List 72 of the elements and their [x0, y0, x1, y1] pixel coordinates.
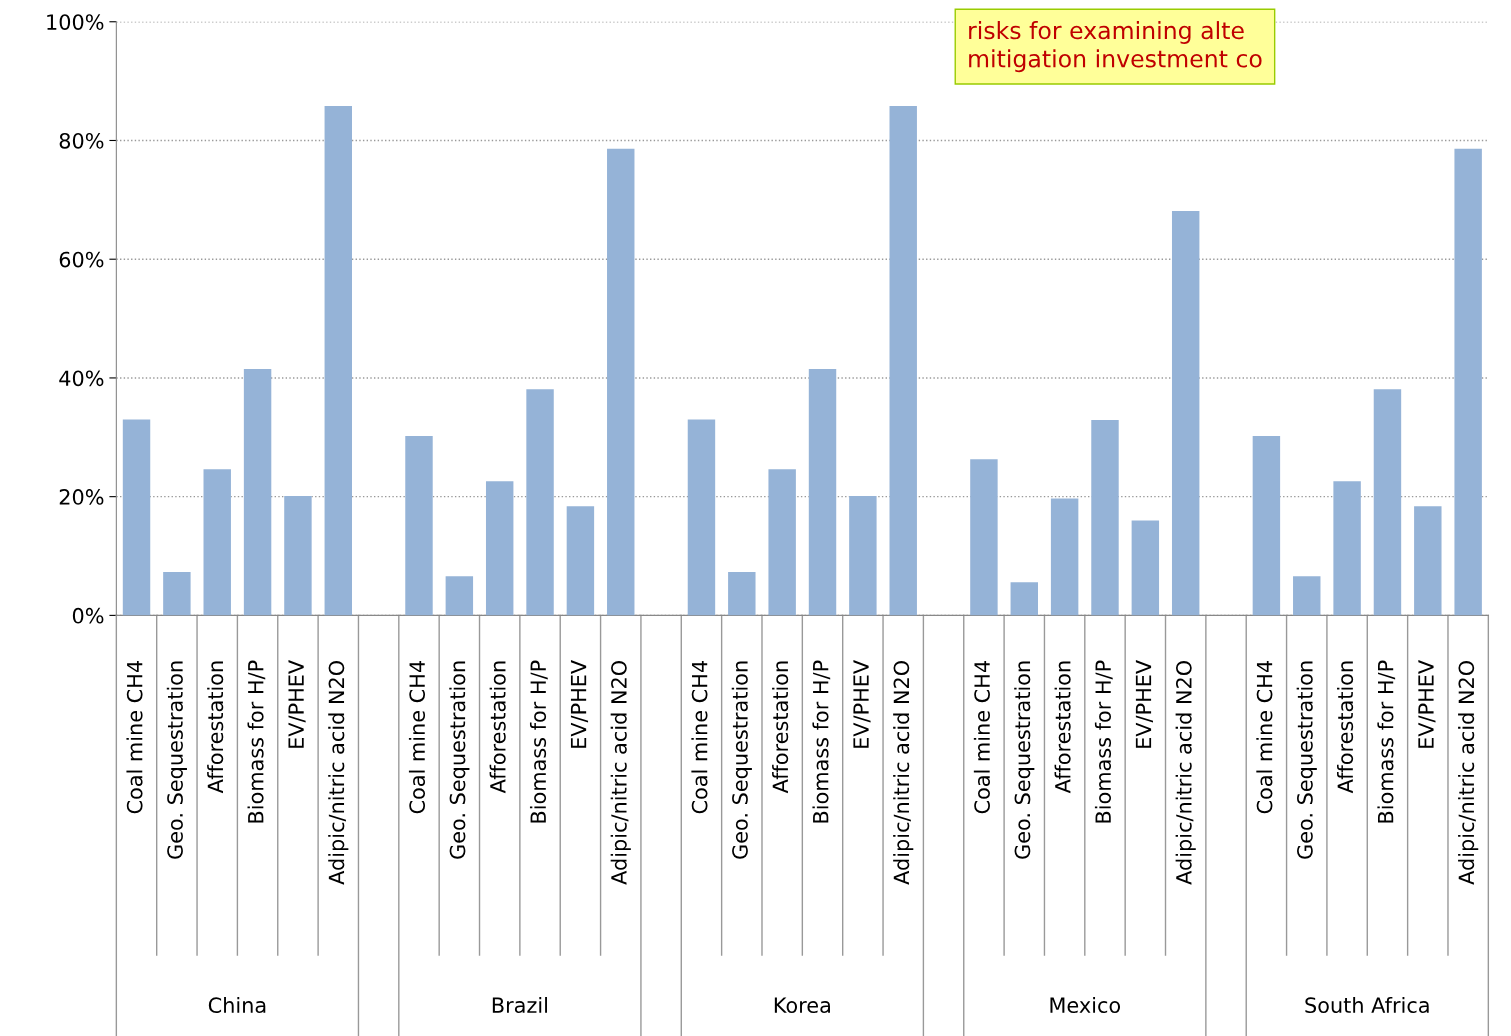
bar	[1171, 211, 1200, 616]
x-tick-label: Adipic/nitric acid N2O	[893, 661, 914, 885]
bar	[243, 369, 272, 616]
bar	[1050, 498, 1079, 616]
bar	[849, 496, 877, 616]
bar	[768, 469, 796, 616]
annotation: risks for examining alte mitigation investment co	[969, 21, 1262, 73]
bar	[607, 148, 635, 616]
x-tick-label: Afforestation	[489, 661, 506, 794]
y-tick-label: 60%	[59, 251, 104, 268]
x-tick-label: Adipic/nitric acid N2O	[610, 661, 631, 885]
bar	[1010, 582, 1038, 616]
bar	[1414, 506, 1442, 616]
bar	[445, 576, 474, 616]
x-tick-label: Afforestation	[1054, 661, 1071, 794]
x-tick-label: EV/PHEV	[570, 660, 589, 748]
x-tick-label: Coal mine CH4	[1256, 661, 1273, 814]
text: South Africa	[1305, 996, 1429, 1014]
bar	[163, 572, 191, 616]
bar	[1293, 576, 1321, 616]
bar	[889, 106, 917, 616]
x-tick-label: Geo. Sequestration	[166, 661, 187, 859]
x-tick-label: Afforestation	[207, 661, 224, 794]
bar	[485, 481, 514, 616]
y-tick-label: 80%	[59, 132, 104, 149]
x-tick-label: Coal mine CH4	[408, 661, 426, 814]
bar	[122, 419, 151, 616]
bar	[1131, 520, 1160, 616]
x-tick-label: EV/PHEV	[288, 660, 306, 748]
bar	[284, 496, 312, 616]
text: Korea	[774, 997, 830, 1014]
x-tick-label: Biomass for H/P	[247, 660, 266, 823]
bar	[808, 369, 837, 616]
bar	[1091, 420, 1119, 616]
x-tick-label: Geo. Sequestration	[731, 661, 752, 859]
y-tick-label: 20%	[59, 489, 104, 505]
bar	[526, 389, 554, 616]
x-tick-label: EV/PHEV	[853, 660, 871, 748]
bar	[1373, 389, 1402, 616]
bar	[566, 506, 595, 616]
x-tick-label: Biomass for H/P	[1094, 660, 1113, 823]
x-tick-label: Coal mine CH4	[126, 661, 143, 814]
y-tick-label: 0%	[72, 607, 104, 624]
x-tick-label: Coal mine CH4	[973, 661, 990, 814]
x-tick-label: EV/PHEV	[1418, 660, 1436, 748]
x-tick-label: Adipic/nitric acid N2O	[1458, 661, 1479, 885]
bar	[687, 419, 716, 616]
bar	[405, 436, 433, 616]
bar	[324, 106, 353, 616]
bar	[728, 572, 756, 616]
x-tick-label: Biomass for H/P	[812, 660, 831, 823]
x-tick-label: Geo. Sequestration	[1014, 661, 1035, 859]
x-tick-label: Geo. Sequestration	[449, 661, 470, 859]
x-tick-label: Afforestation	[1337, 661, 1354, 794]
x-tick-label: Adipic/nitric acid N2O	[328, 661, 349, 885]
x-tick-label: Coal mine CH4	[691, 661, 708, 814]
text: Mexico	[1050, 996, 1121, 1014]
bar	[970, 459, 998, 616]
x-tick-label: Geo. Sequestration	[1296, 661, 1317, 859]
x-tick-label: EV/PHEV	[1135, 660, 1154, 748]
y-tick-label: 40%	[59, 370, 104, 387]
text: China	[208, 996, 266, 1014]
bar	[1252, 436, 1281, 616]
text: Brazil	[492, 996, 547, 1014]
x-tick-label: Afforestation	[772, 661, 789, 794]
x-tick-label: Biomass for H/P	[529, 660, 548, 823]
bar	[203, 469, 231, 616]
x-tick-label: Adipic/nitric acid N2O	[1175, 661, 1196, 885]
bar	[1333, 481, 1361, 616]
x-tick-label: Biomass for H/P	[1377, 660, 1396, 823]
bar	[1454, 148, 1482, 616]
y-tick-label: 100%	[47, 14, 104, 30]
